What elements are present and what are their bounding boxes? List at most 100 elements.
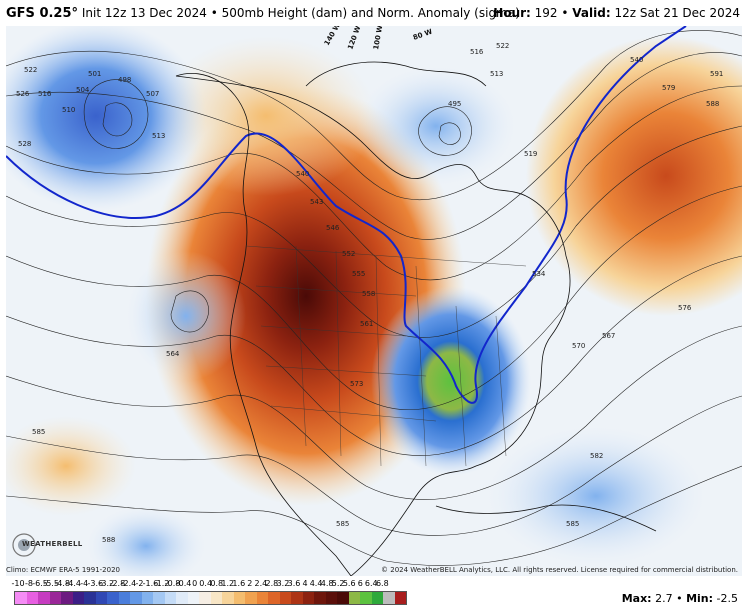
great-lakes-cold-anomaly (371, 286, 531, 476)
colorbar-swatch (199, 592, 211, 604)
max-value: 2.7 (655, 592, 673, 605)
title-right: Hour: 192 • Valid: 12z Sat 21 Dec 2024 (493, 6, 740, 20)
alaska-warm-anomaly (156, 36, 376, 196)
colorbar-tick-label: 0 (192, 579, 198, 588)
contour-label: 588 (706, 100, 719, 108)
contour-label: 555 (352, 270, 365, 278)
hour-label: Hour: (493, 6, 531, 20)
contour-label: 585 (566, 520, 579, 528)
colorbar-swatch (394, 592, 406, 604)
colorbar-swatch (187, 592, 199, 604)
colorbar-tick-label: -3.6 (87, 579, 104, 588)
colorbar-tick-label: 2.8 (265, 579, 279, 588)
contour-label: 526 (16, 90, 30, 98)
separator-dot-3: • (676, 592, 683, 605)
contour-label: 540 (296, 170, 309, 178)
colorbar-swatch (314, 592, 326, 604)
subtropical-warm-anomaly (6, 416, 136, 516)
min-label: Min: (686, 592, 714, 605)
colorbar-tick-label: 1.6 (232, 579, 246, 588)
logo-icon (12, 533, 36, 557)
colorbar-tick-label: -1.2 (153, 579, 170, 588)
contour-label: 522 (24, 66, 37, 74)
separator-dot: • (210, 6, 218, 20)
colorbar-swatch (325, 592, 337, 604)
colorbar-swatch (279, 592, 291, 604)
colorbar-tick-label: 2.4 (254, 579, 268, 588)
colorbar-labels: -10 -8 -6.5 -5.5 -4.8 -4.4 -4 -3.6 -3.2 -2.8 -2.4-… (6, 579, 536, 591)
colorbar-tick-label: 1.2 (221, 579, 235, 588)
climo-note: Climo: ECMWF ERA-5 1991-2020 (6, 566, 120, 574)
height-contours (6, 30, 742, 566)
weatherbell-logo (12, 528, 76, 562)
contour-label: 567 (602, 332, 615, 340)
colorbar-tick-label: -8 (25, 579, 34, 588)
contour-label: 519 (524, 150, 537, 158)
colorbar-swatch (153, 592, 165, 604)
product-name: 500mb Height (dam) and Norm. Anomaly (si… (221, 6, 520, 20)
colorbar-swatch (38, 592, 50, 604)
colorbar-swatch (233, 592, 245, 604)
colorbar-tick-label: 6.4 (364, 579, 378, 588)
colorbar-swatch (348, 592, 360, 604)
colorbar-swatch (256, 592, 268, 604)
coastlines (175, 61, 657, 576)
contour-label: 510 (62, 106, 75, 114)
caribbean-cold-anomaly (486, 426, 706, 566)
contour-label: 501 (88, 70, 101, 78)
colorbar-tick-label: -5.5 (43, 579, 59, 588)
colorbar-tick-label: -4 (80, 579, 89, 588)
contour-label: 540 (630, 56, 643, 64)
max-min-readout: Max: 2.7 • Min: -2.5 (622, 592, 738, 605)
separator-dot-2: • (561, 6, 569, 20)
colorbar-tick-label: 5.2 (331, 579, 345, 588)
contour-label: 585 (336, 520, 349, 528)
colorbar-swatch (84, 592, 96, 604)
header-bar: GFS 0.25° Init 12z 13 Dec 2024 • 500mb H… (0, 0, 748, 26)
colorbar-swatch (95, 592, 107, 604)
weather-map: 526 522 516 510 504 501 498 507 513 528 … (6, 26, 742, 576)
contour-label: 528 (18, 140, 31, 148)
colorbar-tick-label: 5.6 (342, 579, 356, 588)
contour-label-group: 526 522 516 510 504 501 498 507 513 528 … (16, 42, 723, 544)
contour-label: 576 (678, 304, 692, 312)
contour-label: 507 (146, 90, 159, 98)
contour-label: 516 (38, 90, 52, 98)
colorbar-tick-label: 6.8 (375, 579, 389, 588)
contour-label: 561 (360, 320, 373, 328)
logo-text: WEATHERBELL (22, 540, 83, 548)
contour-label: 573 (350, 380, 363, 388)
valid-value: 12z Sat 21 Dec 2024 (614, 6, 740, 20)
colorbar-tick-label: -1.6 (142, 579, 159, 588)
contour-label: 579 (662, 84, 675, 92)
contour-label: 591 (710, 70, 723, 78)
contour-label: 552 (342, 250, 355, 258)
colorbar-tick-label: 4.8 (320, 579, 334, 588)
atlantic-warm-anomaly (526, 36, 742, 316)
contour-label: 570 (572, 342, 585, 350)
colorbar-swatch (130, 592, 142, 604)
contour-label: 513 (490, 70, 503, 78)
colorbar-swatch (245, 592, 257, 604)
max-label: Max: (621, 592, 652, 605)
colorbar-swatch (15, 592, 27, 604)
hour-value: 192 (534, 6, 558, 20)
colorbar-tick-label: -0.8 (164, 579, 181, 588)
colorbar-swatch (141, 592, 153, 604)
540dam-contour (6, 26, 687, 404)
colorbar-swatch (164, 592, 176, 604)
colorbar-swatch (72, 592, 84, 604)
contour-label: 516 (470, 48, 484, 56)
colorbar-swatch (371, 592, 383, 604)
colorbar-swatch (107, 592, 119, 604)
colorbar-tick-label: 0.8 (210, 579, 224, 588)
contour-label: 513 (152, 132, 165, 140)
contour-label: 582 (590, 452, 603, 460)
map-svg: 526 522 516 510 504 501 498 507 513 528 … (6, 26, 742, 576)
southwest-cold-anomaly (86, 506, 206, 576)
colorbar-tick-label: 3.6 (287, 579, 301, 588)
pacific-trough-anomaly (126, 251, 246, 381)
contour-label: 504 (76, 86, 90, 94)
colorbar-swatch (176, 592, 188, 604)
colorbar-tick-label: 4 (302, 579, 308, 588)
